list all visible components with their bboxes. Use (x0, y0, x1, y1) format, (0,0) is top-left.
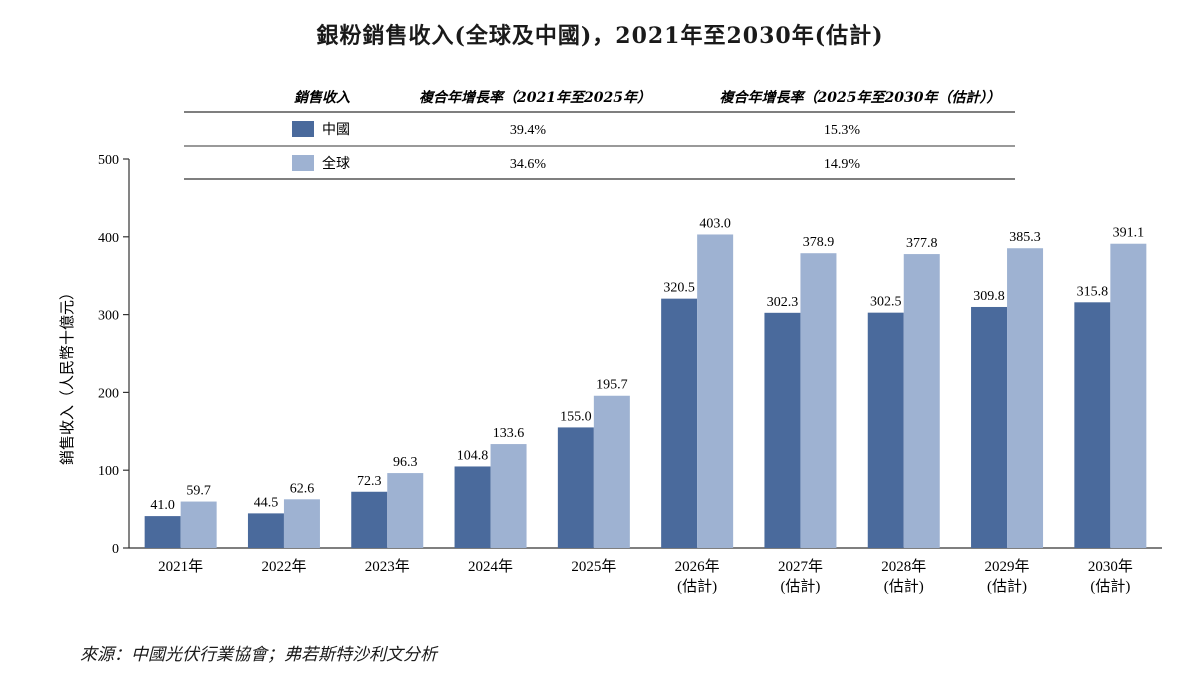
data-label-global: 385.3 (1009, 230, 1041, 245)
data-label-global: 96.3 (393, 455, 418, 470)
data-label-global: 59.7 (186, 484, 211, 499)
legend-swatch-china (292, 121, 314, 137)
cagr-global-2021-2025: 34.6% (510, 157, 547, 172)
data-label-global: 195.7 (596, 378, 628, 393)
bar-china (454, 466, 491, 548)
bar-china (351, 491, 388, 548)
y-tick-label: 200 (98, 386, 119, 401)
bar-global (697, 234, 734, 548)
data-label-global: 133.6 (493, 426, 525, 441)
bar-global (593, 395, 630, 548)
x-tick-label: (估計) (1090, 578, 1130, 595)
y-tick-label: 400 (98, 231, 119, 246)
y-tick-label: 100 (98, 464, 119, 479)
y-tick-label: 0 (112, 542, 119, 557)
bar-global (800, 253, 837, 548)
data-label-china: 302.5 (870, 295, 902, 310)
y-axis-title: 銷售收入（人民幣十億元） (58, 285, 76, 465)
bar-china (144, 516, 181, 548)
data-label-china: 309.8 (973, 289, 1005, 304)
data-label-china: 104.8 (457, 448, 489, 463)
bar-global (490, 444, 527, 548)
x-tick-label: (估計) (780, 578, 820, 595)
y-tick-label: 500 (98, 153, 119, 168)
data-label-global: 377.8 (906, 236, 938, 251)
data-label-china: 44.5 (254, 495, 279, 510)
cagr-header-label: 銷售收入 (294, 89, 350, 106)
data-label-china: 72.3 (357, 474, 382, 489)
bar-china (867, 312, 904, 548)
x-tick-label: (估計) (884, 578, 924, 595)
bar-global (903, 254, 940, 548)
cagr-header-period1: 複合年增長率（2021年至2025年） (419, 89, 651, 106)
x-tick-label: 2025年 (571, 558, 616, 575)
bar-china (971, 306, 1008, 548)
bar-china (764, 312, 801, 548)
data-label-global: 403.0 (699, 216, 731, 231)
y-tick-label: 300 (98, 309, 119, 324)
source-note: 來源：中國光伏行業協會；弗若斯特沙利文分析 (80, 645, 437, 665)
x-tick-label: 2029年 (985, 558, 1030, 575)
x-tick-label: 2022年 (261, 558, 306, 575)
x-tick-label: (估計) (987, 578, 1027, 595)
x-tick-label: 2027年 (778, 558, 823, 575)
data-label-china: 41.0 (150, 498, 175, 513)
bar-china (1074, 302, 1111, 548)
bar-global (1007, 248, 1044, 548)
bar-china (661, 298, 698, 548)
chart-title: 銀粉銷售收入(全球及中國)，2021年至2030年(估計) (316, 23, 884, 49)
cagr-china-2021-2025: 39.4% (510, 123, 547, 138)
x-tick-labels: 2021年 2022年 2023年 2024年 2025年 2026年 (估計) 2027年 (… (158, 558, 1133, 595)
bar-global (1110, 243, 1147, 549)
data-label-global: 391.1 (1113, 226, 1145, 241)
x-tick-label: 2021年 (158, 558, 203, 575)
x-tick-label: (估計) (677, 578, 717, 595)
legend-label-global: 全球 (322, 155, 350, 172)
bar-china (557, 427, 594, 548)
x-tick-label: 2024年 (468, 558, 513, 575)
x-tick-label: 2023年 (365, 558, 410, 575)
data-label-china: 302.3 (767, 295, 799, 310)
x-tick-label: 2026年 (675, 558, 720, 575)
data-label-global: 378.9 (803, 235, 835, 250)
cagr-china-2025-2030: 15.3% (824, 123, 861, 138)
legend-swatch-global (292, 155, 314, 171)
y-ticks: 0 100 200 300 400 500 (98, 153, 129, 557)
data-label-global: 62.6 (290, 481, 315, 496)
bar-china (247, 513, 284, 548)
cagr-header-period2: 複合年增長率（2025年至2030年（估計）） (720, 89, 1001, 106)
data-label-china: 315.8 (1077, 284, 1109, 299)
cagr-table: 銷售收入 複合年增長率（2021年至2025年） 複合年增長率（2025年至20… (184, 89, 1015, 180)
data-label-china: 155.0 (560, 409, 592, 424)
data-label-china: 320.5 (663, 281, 695, 296)
bars: 41.0 59.7 44.5 62.6 72.3 96.3 104.8 133.6 155.0 1… (144, 216, 1147, 549)
x-tick-label: 2028年 (881, 558, 926, 575)
cagr-global-2025-2030: 14.9% (824, 157, 861, 172)
bar-global (387, 473, 424, 548)
bar-global (180, 501, 217, 548)
bar-global (283, 499, 320, 548)
legend-label-china: 中國 (322, 122, 350, 138)
x-tick-label: 2030年 (1088, 558, 1133, 575)
